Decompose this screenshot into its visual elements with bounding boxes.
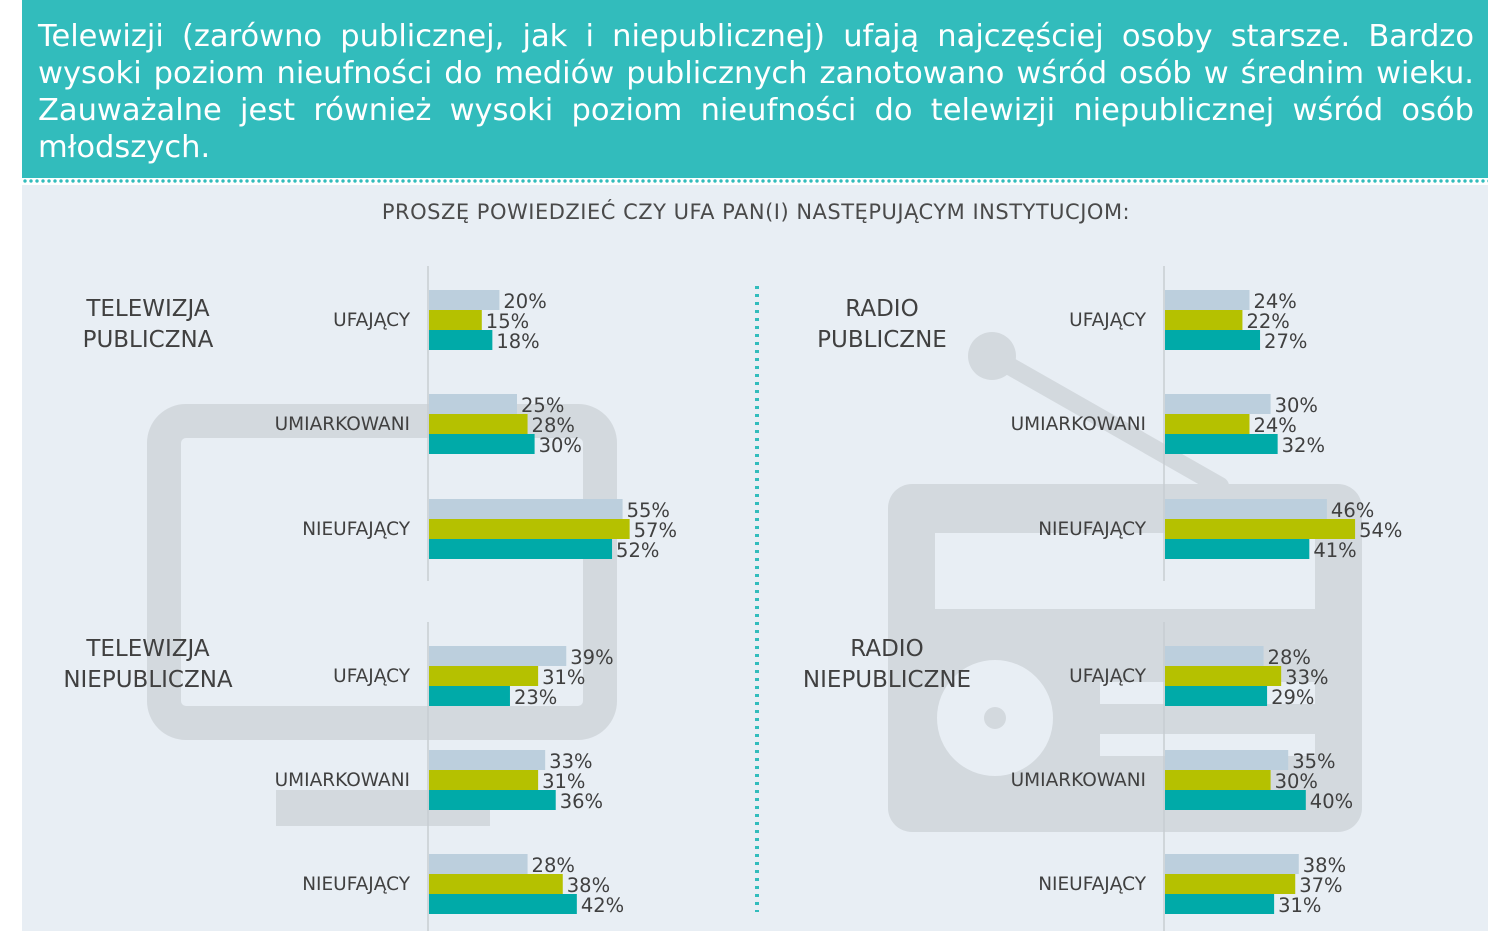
value-label: 40% [1310, 790, 1353, 813]
bar [429, 770, 539, 790]
value-label: 30% [1275, 770, 1318, 793]
category-label: NIEUFAJĄCY [1038, 874, 1147, 895]
value-label: 31% [1278, 894, 1321, 917]
value-label: 24% [1253, 414, 1296, 437]
bar [1165, 854, 1299, 874]
bar [429, 310, 482, 330]
value-label: 28% [532, 414, 575, 437]
value-label: 29% [1271, 686, 1314, 709]
value-label: 46% [1331, 499, 1374, 522]
bar [1165, 666, 1282, 686]
value-label: 33% [1285, 666, 1328, 689]
chart-title-line: TELEWIZJA [85, 636, 210, 662]
bar [1165, 686, 1268, 706]
bar [429, 894, 577, 914]
bar [429, 519, 630, 539]
value-label: 27% [1264, 330, 1307, 353]
value-label: 54% [1359, 519, 1402, 542]
value-label: 28% [532, 854, 575, 877]
bar [1165, 519, 1356, 539]
bar [1165, 310, 1243, 330]
value-label: 18% [496, 330, 539, 353]
bar [429, 750, 546, 770]
category-label: UFAJĄCY [333, 310, 411, 331]
category-label: NIEUFAJĄCY [1038, 519, 1147, 540]
category-label: UFAJĄCY [333, 666, 411, 687]
value-label: 20% [503, 290, 546, 313]
chart-title-line: RADIO [845, 296, 918, 322]
value-label: 37% [1299, 874, 1342, 897]
value-label: 39% [570, 646, 613, 669]
bar [429, 290, 500, 310]
value-label: 24% [1253, 290, 1296, 313]
category-label: UFAJĄCY [1069, 666, 1147, 687]
category-label: UFAJĄCY [1069, 310, 1147, 331]
value-label: 30% [539, 434, 582, 457]
bar [429, 394, 517, 414]
header-text: Telewizji (zarówno publicznej, jak i nie… [38, 19, 1474, 165]
bar [429, 414, 528, 434]
bar [429, 666, 539, 686]
question-title: PROSZĘ POWIEDZIEĆ CZY UFA PAN(I) NASTĘPU… [381, 200, 1131, 224]
bar [429, 539, 613, 559]
value-label: 32% [1282, 434, 1325, 457]
value-label: 36% [560, 790, 603, 813]
category-label: NIEUFAJĄCY [302, 874, 411, 895]
bar [429, 499, 623, 519]
bar [1165, 790, 1306, 810]
bar [429, 434, 535, 454]
category-label: UMIARKOWANI [1011, 770, 1146, 791]
value-label: 23% [514, 686, 557, 709]
chart-title-line: TELEWIZJA [85, 296, 210, 322]
chart-title-line: RADIO [850, 636, 923, 662]
value-label: 15% [486, 310, 529, 333]
value-label: 31% [542, 770, 585, 793]
header-banner: Telewizji (zarówno publicznej, jak i nie… [22, 0, 1488, 178]
bar [1165, 874, 1296, 894]
bar [1165, 290, 1250, 310]
category-label: NIEUFAJĄCY [302, 519, 411, 540]
category-label: UMIARKOWANI [1011, 414, 1146, 435]
bar [1165, 330, 1261, 350]
bar [1165, 770, 1271, 790]
bar [1165, 750, 1289, 770]
chart-title-line: NIEPUBLICZNE [803, 667, 971, 693]
value-label: 28% [1268, 646, 1311, 669]
bar [429, 874, 563, 894]
value-label: 41% [1313, 539, 1356, 562]
value-label: 55% [627, 499, 670, 522]
bar [1165, 394, 1271, 414]
value-label: 38% [567, 874, 610, 897]
value-label: 31% [542, 666, 585, 689]
bar [429, 686, 510, 706]
chart-title-line: NIEPUBLICZNA [63, 667, 233, 693]
value-label: 38% [1303, 854, 1346, 877]
category-label: UMIARKOWANI [275, 414, 410, 435]
bar [429, 330, 493, 350]
bar [1165, 894, 1275, 914]
value-label: 25% [521, 394, 564, 417]
chart-title-line: PUBLICZNA [83, 327, 214, 353]
dotted-divider [22, 178, 1488, 184]
value-label: 57% [634, 519, 677, 542]
bar [1165, 499, 1327, 519]
bar [429, 646, 567, 666]
bar [1165, 434, 1278, 454]
bar [429, 854, 528, 874]
chart-title-line: PUBLICZNE [817, 327, 947, 353]
value-label: 52% [616, 539, 659, 562]
value-label: 22% [1246, 310, 1289, 333]
bar [429, 790, 556, 810]
bar [1165, 646, 1264, 666]
bar [1165, 414, 1250, 434]
value-label: 33% [549, 750, 592, 773]
category-label: UMIARKOWANI [275, 770, 410, 791]
bar [1165, 539, 1310, 559]
value-label: 35% [1292, 750, 1335, 773]
value-label: 30% [1275, 394, 1318, 417]
value-label: 42% [581, 894, 624, 917]
